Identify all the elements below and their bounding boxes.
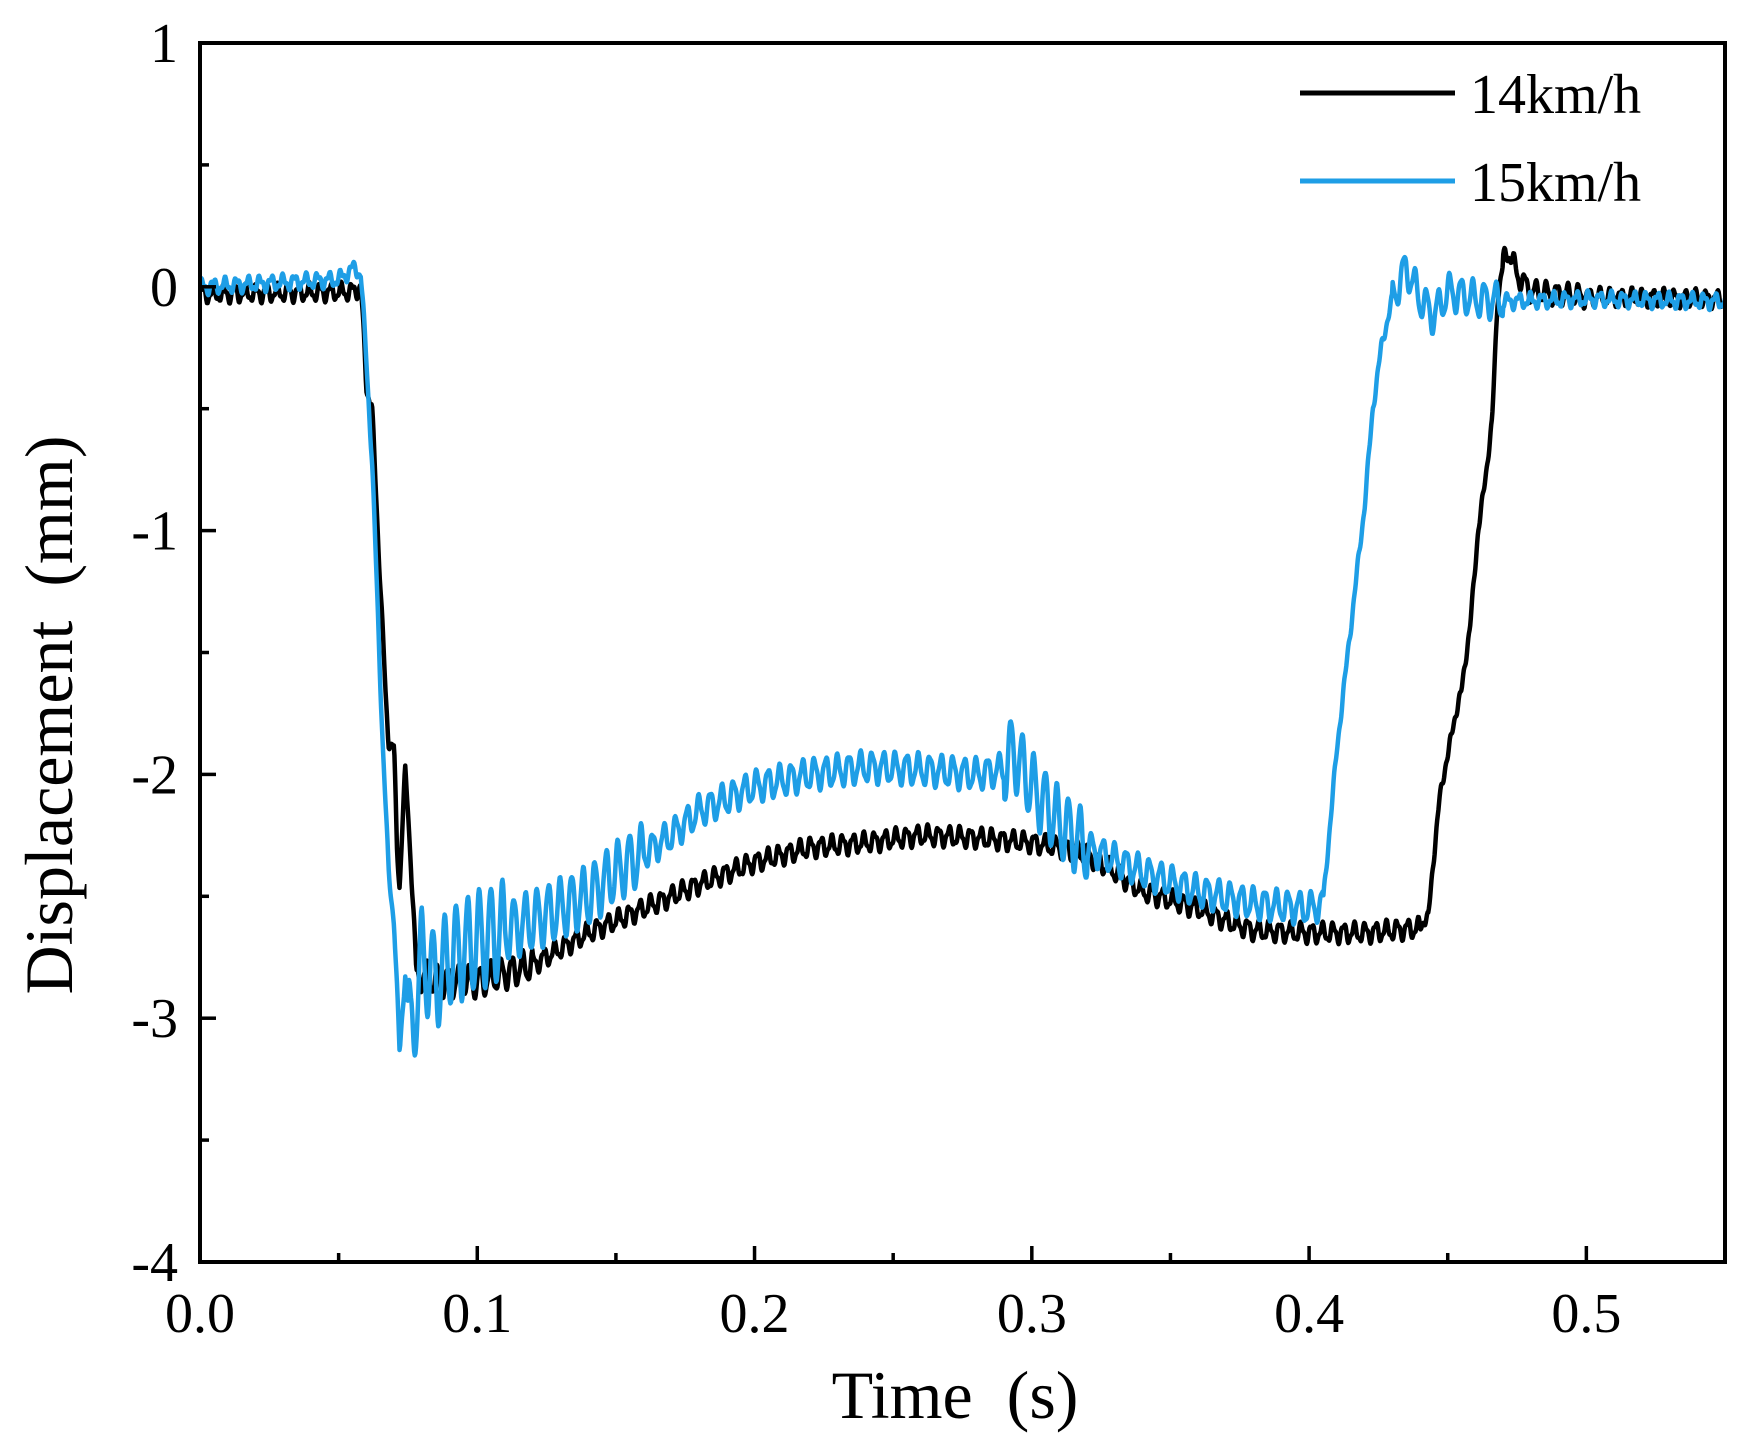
y-tick-label: -2 xyxy=(131,744,178,806)
legend: 14km/h 15km/h xyxy=(1300,64,1641,214)
legend-label-14kmh: 14km/h xyxy=(1470,64,1641,126)
x-tick-label: 0.1 xyxy=(442,1283,512,1345)
plot-area xyxy=(200,245,1725,1058)
y-tick-label: 1 xyxy=(150,13,178,75)
x-tick-label: 0.2 xyxy=(720,1283,790,1345)
x-tick-label: 0.5 xyxy=(1551,1283,1621,1345)
y-tick-label: -4 xyxy=(131,1232,178,1294)
y-tick-label: -1 xyxy=(131,501,178,563)
y-tick-label: -3 xyxy=(131,988,178,1050)
x-tick-label: 0.3 xyxy=(997,1283,1067,1345)
x-axis-title: Time (s) xyxy=(832,1357,1079,1433)
x-tick-label: 0.0 xyxy=(165,1283,235,1345)
plot-frame xyxy=(198,41,1727,1264)
series-line-15kmh xyxy=(200,254,1725,1058)
y-axis-title: Displacement (mm) xyxy=(11,436,87,995)
x-tick-label: 0.4 xyxy=(1274,1283,1344,1345)
series-line-14kmh xyxy=(200,245,1725,1001)
y-tick-label: 0 xyxy=(150,257,178,319)
legend-label-15kmh: 15km/h xyxy=(1470,152,1641,214)
axes: 0.0 0.1 0.2 0.3 0.4 0.5 1 0 -1 -2 -3 -4 xyxy=(131,13,1727,1345)
